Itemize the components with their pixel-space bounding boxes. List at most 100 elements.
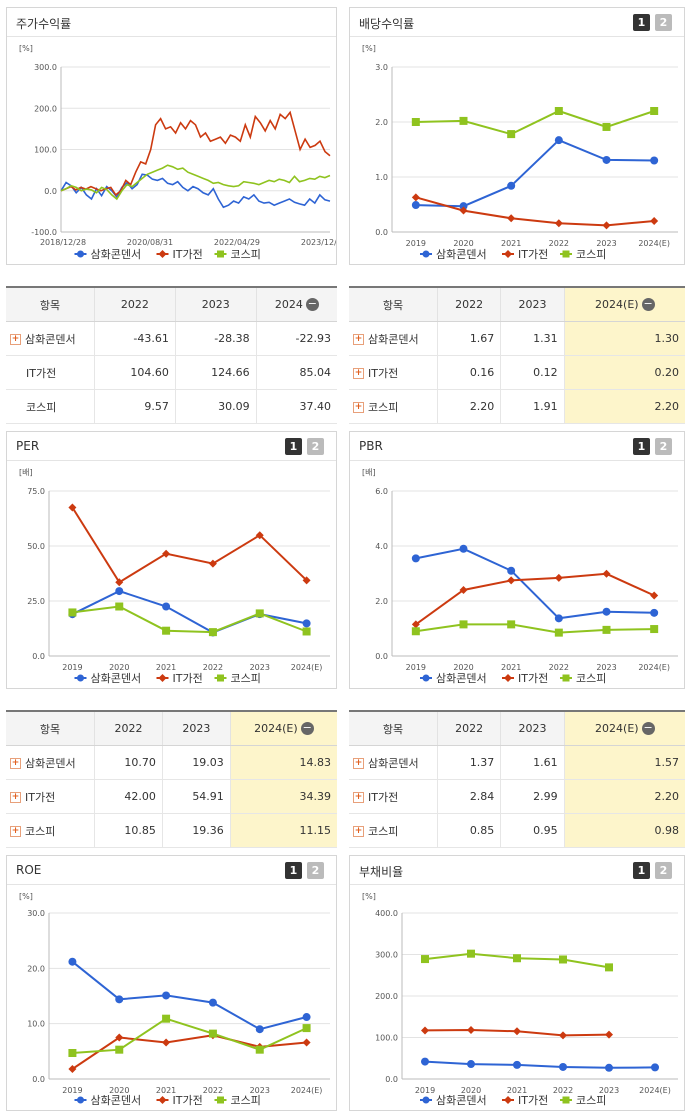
x-tick-label: 2022 xyxy=(203,663,223,672)
page-2-button[interactable]: 2 xyxy=(655,14,672,31)
table-row: 코스피 9.57 30.09 37.40 xyxy=(6,389,337,424)
header-2024e: 2024(E) − xyxy=(563,286,685,322)
legend-marker xyxy=(217,250,224,258)
legend-marker xyxy=(77,1096,84,1104)
x-tick-label: 2023 xyxy=(596,239,616,248)
row-name-cell: + 삼화콘덴서 xyxy=(6,321,95,356)
value-cell: 0.98 xyxy=(563,813,685,848)
y-tick-label: 10.0 xyxy=(27,1020,45,1029)
data-point xyxy=(507,130,516,139)
data-point xyxy=(513,1027,521,1036)
expand-icon[interactable]: + xyxy=(353,334,364,345)
expand-icon[interactable]: + xyxy=(10,758,21,769)
table-row: + IT가전 42.00 54.91 34.39 xyxy=(6,779,337,814)
series-line xyxy=(60,164,331,201)
header-item: 항목 xyxy=(349,286,438,322)
row-name-cell: + 삼화콘덴서 xyxy=(349,745,438,780)
page-1-button[interactable]: 1 xyxy=(285,438,302,455)
legend-label: 코스피 xyxy=(576,672,606,685)
x-tick-label: 2020 xyxy=(109,663,129,672)
page-1-button[interactable]: 1 xyxy=(633,14,650,31)
x-tick-label: 2018/12/28 xyxy=(40,238,86,247)
value-cell: 42.00 xyxy=(94,779,163,814)
per-table: 항목 2022 2023 2024(E) − + 삼화콘덴서 10.70 19.03… xyxy=(6,710,337,848)
row-name: 코스피 xyxy=(26,400,57,414)
page-2-button[interactable]: 2 xyxy=(307,862,324,879)
x-tick-label: 2024(E) xyxy=(638,239,670,248)
series-line xyxy=(415,139,655,208)
legend-marker xyxy=(562,250,570,258)
value-cell: -43.61 xyxy=(94,321,176,356)
data-point xyxy=(208,559,217,568)
row-name: 코스피 xyxy=(368,824,399,838)
x-tick-label: 2022/04/29 xyxy=(214,238,260,247)
expand-icon[interactable]: + xyxy=(10,826,21,837)
page-2-button[interactable]: 2 xyxy=(655,862,672,879)
series-line xyxy=(71,506,308,584)
data-point xyxy=(302,1024,311,1033)
x-tick-label: 2021 xyxy=(507,1086,527,1095)
header-2022: 2022 xyxy=(436,710,501,746)
value-cell: 124.66 xyxy=(174,355,257,390)
table-row: + 코스피 10.85 19.36 11.15 xyxy=(6,813,337,848)
page-1-button[interactable]: 1 xyxy=(633,438,650,455)
collapse-icon[interactable]: − xyxy=(300,721,314,736)
y-tick-label: 400.0 xyxy=(375,909,398,918)
data-point xyxy=(162,1038,171,1047)
legend-label: 코스피 xyxy=(576,248,606,261)
data-point xyxy=(411,554,420,563)
x-tick-label: 2021 xyxy=(156,663,176,672)
data-point xyxy=(554,614,563,623)
series-line xyxy=(71,590,307,634)
value-cell: 10.70 xyxy=(94,745,163,780)
legend-label: 삼화콘덴서 xyxy=(91,1094,142,1107)
x-tick-label: 2021 xyxy=(156,1086,176,1095)
row-name: IT가전 xyxy=(25,790,56,804)
data-point xyxy=(459,586,468,594)
value-cell: 0.16 xyxy=(436,355,501,390)
data-point xyxy=(208,1029,217,1038)
expand-icon[interactable]: + xyxy=(10,334,21,345)
row-name: 삼화콘덴서 xyxy=(25,332,76,346)
value-cell: 19.03 xyxy=(161,745,231,780)
page-2-button[interactable]: 2 xyxy=(655,438,672,455)
expand-icon[interactable]: + xyxy=(353,758,364,769)
data-point xyxy=(411,627,420,636)
page-2-button[interactable]: 2 xyxy=(307,438,324,455)
x-tick-label: 2024(E) xyxy=(291,1086,323,1095)
expand-icon[interactable]: + xyxy=(353,792,364,803)
x-tick-label: 2022 xyxy=(549,663,569,672)
collapse-icon[interactable]: − xyxy=(305,297,319,312)
collapse-icon[interactable]: − xyxy=(641,297,655,312)
collapse-icon[interactable]: − xyxy=(641,721,655,736)
data-point xyxy=(421,955,429,964)
expand-icon[interactable]: + xyxy=(353,368,364,379)
series-line xyxy=(415,572,655,626)
legend-marker xyxy=(77,250,84,258)
data-point xyxy=(162,1014,171,1023)
page-1-button[interactable]: 1 xyxy=(285,862,302,879)
expand-icon[interactable]: + xyxy=(353,826,364,837)
y-tick-label: 0.0 xyxy=(375,652,388,661)
roe-panel: ROE 1 2 [%] 30.0 20.0 10.0 0.0 2019 2020 2021 20… xyxy=(6,855,337,1111)
expand-icon[interactable]: + xyxy=(353,402,364,413)
legend-marker xyxy=(504,250,512,258)
value-cell: 0.85 xyxy=(436,813,501,848)
row-name: IT가전 xyxy=(368,366,399,380)
header-2022: 2022 xyxy=(94,710,163,746)
y-tick-label: 75.0 xyxy=(27,487,45,496)
expand-icon[interactable]: + xyxy=(10,792,21,803)
legend-marker xyxy=(422,674,430,682)
value-cell: 85.04 xyxy=(255,355,337,390)
y-tick-label: 0.0 xyxy=(385,1075,398,1084)
series-line xyxy=(72,1017,308,1054)
data-point xyxy=(507,566,516,575)
panel-title: 주가수익률 xyxy=(16,17,72,31)
row-name-cell: + 코스피 xyxy=(349,813,438,848)
stock-return-table: 항목 2022 2023 2024− + 삼화콘덴서 -43.61 -28.38 … xyxy=(6,286,337,424)
page-1-button[interactable]: 1 xyxy=(633,862,650,879)
legend-marker xyxy=(217,674,224,682)
data-point xyxy=(554,573,563,582)
y-tick-label: 0.0 xyxy=(375,228,388,237)
series-line xyxy=(71,1034,307,1070)
